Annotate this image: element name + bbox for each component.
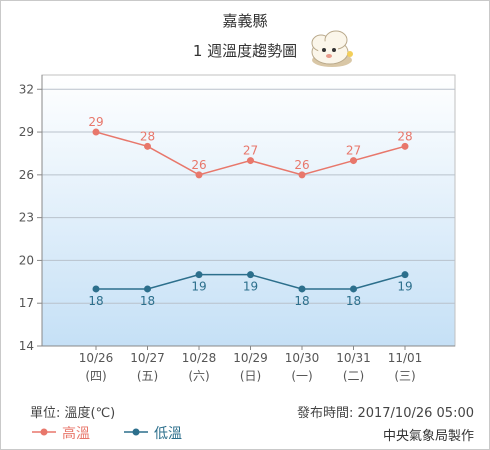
plot-area (41, 74, 456, 347)
data-label-high: 29 (88, 115, 103, 129)
y-tick-label: 20 (19, 253, 34, 267)
x-tick-sublabel: (三) (394, 369, 415, 383)
x-tick-label: 10/29 (233, 351, 268, 365)
x-tick-sublabel: (四) (85, 369, 106, 383)
data-label-high: 27 (346, 144, 361, 158)
data-label-high: 28 (140, 129, 155, 143)
y-tick-label: 14 (19, 339, 34, 353)
point-high (92, 128, 100, 136)
point-high (144, 142, 151, 150)
x-tick-label: 10/28 (182, 351, 217, 365)
publish-time: 發布時間: 2017/10/26 05:00 (296, 406, 474, 421)
legend-marker-low (124, 428, 148, 436)
data-label-high: 26 (294, 158, 309, 172)
point-low (92, 285, 100, 293)
point-high (247, 157, 254, 165)
y-tick-label: 17 (19, 296, 34, 310)
legend-marker-high (32, 428, 56, 436)
cloud-mascot-icon (311, 30, 353, 67)
point-low (350, 285, 357, 293)
x-tick-label: 11/01 (388, 351, 423, 365)
point-low (144, 285, 151, 293)
point-low (298, 285, 306, 293)
data-label-low: 18 (140, 294, 155, 308)
data-label-low: 18 (346, 294, 361, 308)
data-label-low: 18 (88, 294, 103, 308)
y-tick-label: 29 (19, 125, 34, 139)
data-label-low: 18 (294, 294, 309, 308)
data-label-low: 19 (397, 280, 412, 294)
point-high (350, 157, 357, 165)
x-tick-label: 10/27 (130, 351, 165, 365)
x-tick-sublabel: (日) (240, 369, 261, 383)
x-tick-sublabel: (二) (343, 369, 364, 383)
chart-subtitle: 1 週溫度趨勢圖 (192, 42, 298, 60)
unit-label: 單位: 溫度(℃) (30, 406, 116, 421)
point-high (298, 171, 306, 179)
y-tick-label: 26 (19, 168, 34, 182)
point-high (195, 171, 203, 179)
x-tick-label: 10/31 (336, 351, 371, 365)
data-label-low: 19 (243, 280, 258, 294)
data-label-high: 26 (191, 158, 206, 172)
x-tick-sublabel: (一) (291, 369, 312, 383)
data-label-high: 27 (243, 144, 258, 158)
point-high (401, 142, 409, 150)
chart-title: 嘉義縣 (222, 12, 268, 30)
legend-label-low: 低溫 (154, 426, 182, 442)
x-tick-label: 10/26 (79, 351, 114, 365)
data-label-low: 19 (191, 280, 206, 294)
legend-label-high: 高溫 (62, 426, 90, 442)
point-low (195, 271, 203, 279)
y-tick-label: 23 (19, 211, 34, 225)
x-tick-sublabel: (六) (188, 369, 209, 383)
x-tick-label: 10/30 (285, 351, 320, 365)
point-low (247, 271, 254, 279)
x-tick-sublabel: (五) (137, 369, 158, 383)
point-low (401, 271, 409, 279)
data-label-high: 28 (397, 129, 412, 143)
y-tick-label: 32 (19, 82, 34, 96)
credit-label: 中央氣象局製作 (382, 429, 474, 444)
